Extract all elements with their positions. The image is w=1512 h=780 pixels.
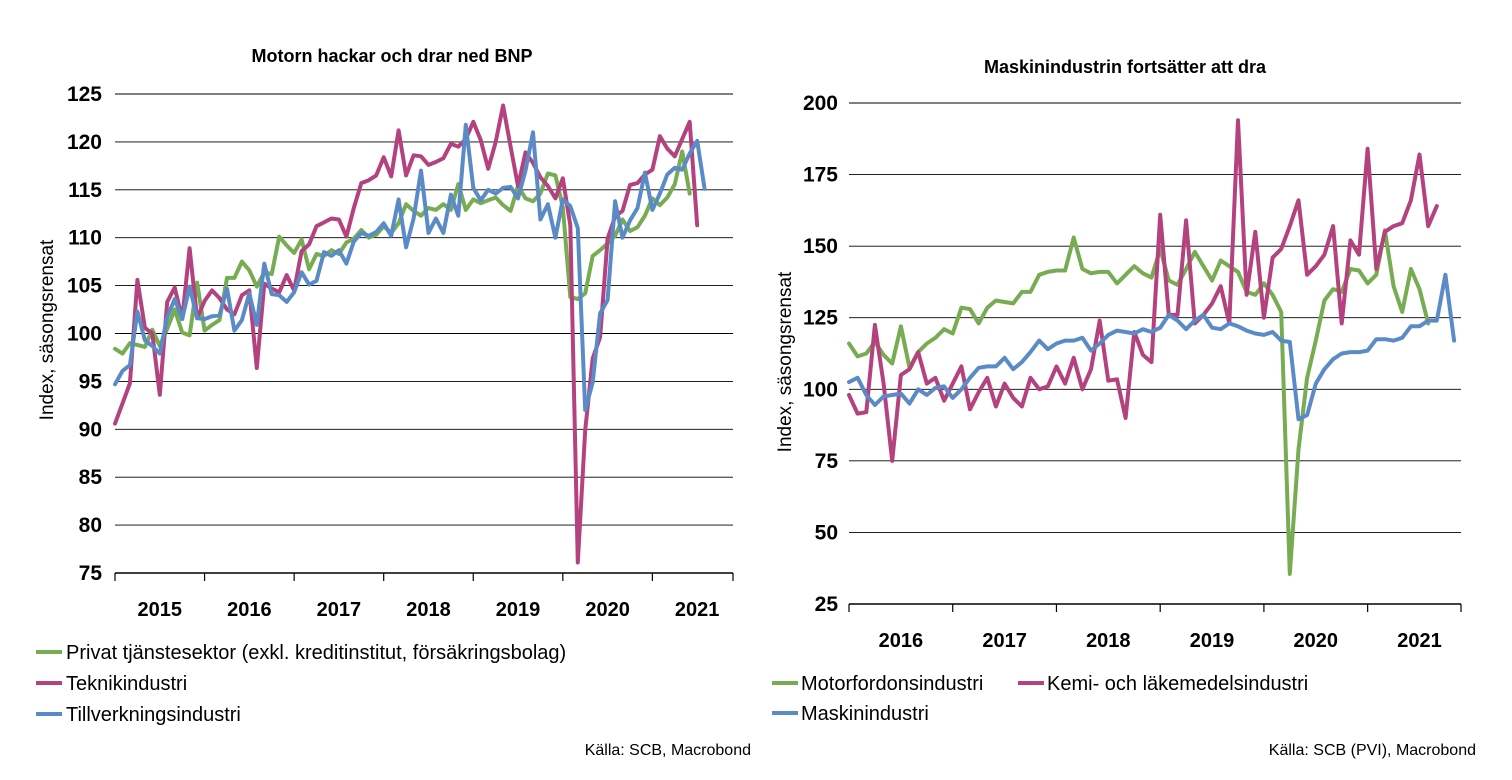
legend-label-maskinindustri: Maskinindustri bbox=[801, 703, 929, 725]
chart-right-source: Källa: SCB (PVI), Macrobond bbox=[1269, 742, 1476, 759]
y-tick-label: 75 bbox=[79, 562, 103, 585]
series-line-motorfordonsindustri bbox=[847, 228, 1431, 576]
x-tick-label: 2020 bbox=[585, 599, 630, 621]
y-tick-label: 80 bbox=[79, 514, 102, 537]
chart-right-y-axis-label: Index, säsongsrensat bbox=[775, 271, 796, 452]
legend-item-kemi-lakemedelsindustri: Kemi- och läkemedelsindustri bbox=[1018, 673, 1308, 695]
series-line-tillverkningsindustri bbox=[113, 122, 707, 413]
legend-item-privat-tjanstesektor: Privat tjänstesektor (exkl. kreditinstit… bbox=[36, 642, 566, 664]
y-tick-label: 115 bbox=[68, 179, 102, 202]
x-tick-label: 2015 bbox=[138, 599, 183, 621]
chart-left-series bbox=[113, 103, 707, 565]
chart-right-legend: Motorfordonsindustri Kemi- och läkemedel… bbox=[772, 673, 1308, 725]
chart-right-title: Maskinindustrin fortsätter att dra bbox=[984, 57, 1267, 77]
legend-label-motorfordonsindustri: Motorfordonsindustri bbox=[801, 673, 983, 695]
chart-right-y-ticks: 25 50 75 100 125 150 175 200 bbox=[803, 92, 838, 616]
legend-label-tillverkningsindustri: Tillverkningsindustri bbox=[66, 704, 241, 726]
legend-item-teknikindustri: Teknikindustri bbox=[36, 673, 187, 695]
chart-left-title: Motorn hackar och drar ned BNP bbox=[251, 46, 532, 66]
chart-left: Motorn hackar och drar ned BNP Index, sä… bbox=[36, 46, 751, 759]
y-tick-label: 200 bbox=[803, 92, 838, 115]
chart-left-y-axis-label: Index, säsongsrensat bbox=[37, 239, 58, 420]
legend-label-kemi-lakemedelsindustri: Kemi- och läkemedelsindustri bbox=[1047, 673, 1308, 695]
chart-left-x-ticks: 2015 2016 2017 2018 2019 2020 2021 bbox=[114, 573, 734, 621]
x-tick-label: 2016 bbox=[879, 630, 924, 652]
series-line-teknikindustri bbox=[113, 103, 700, 565]
x-tick-label: 2018 bbox=[406, 599, 451, 621]
x-tick-label: 2017 bbox=[982, 630, 1027, 652]
y-tick-label: 90 bbox=[79, 418, 102, 441]
legend-item-maskinindustri: Maskinindustri bbox=[772, 703, 929, 725]
y-tick-label: 75 bbox=[815, 450, 839, 473]
legend-label-privat-tjanstesektor: Privat tjänstesektor (exkl. kreditinstit… bbox=[66, 642, 566, 664]
legend-item-motorfordonsindustri: Motorfordonsindustri bbox=[772, 673, 983, 695]
x-tick-label: 2019 bbox=[496, 599, 541, 621]
x-tick-label: 2017 bbox=[317, 599, 362, 621]
x-tick-label: 2020 bbox=[1294, 630, 1339, 652]
y-tick-label: 85 bbox=[79, 466, 103, 489]
y-tick-label: 105 bbox=[67, 275, 102, 298]
chart-right: Maskinindustrin fortsätter att dra Index… bbox=[772, 57, 1476, 759]
y-tick-label: 100 bbox=[803, 378, 838, 401]
chart-right-x-ticks: 2016 2017 2018 2019 2020 2021 bbox=[848, 604, 1462, 652]
y-tick-label: 125 bbox=[67, 83, 102, 106]
x-tick-label: 2021 bbox=[675, 599, 720, 621]
y-tick-label: 125 bbox=[803, 307, 838, 330]
y-tick-label: 100 bbox=[67, 323, 102, 346]
y-tick-label: 110 bbox=[68, 227, 102, 250]
chart-left-y-ticks: 75 80 85 90 95 100 105 110 115 120 125 bbox=[67, 83, 102, 585]
y-tick-label: 50 bbox=[815, 521, 838, 544]
x-tick-label: 2019 bbox=[1190, 630, 1235, 652]
y-tick-label: 25 bbox=[815, 593, 839, 616]
x-tick-label: 2018 bbox=[1086, 630, 1131, 652]
legend-item-tillverkningsindustri: Tillverkningsindustri bbox=[36, 704, 241, 726]
y-tick-label: 120 bbox=[67, 131, 102, 154]
y-tick-label: 95 bbox=[79, 370, 103, 393]
chart-left-legend: Privat tjänstesektor (exkl. kreditinstit… bbox=[36, 642, 566, 726]
chart-right-series bbox=[847, 118, 1457, 576]
legend-label-teknikindustri: Teknikindustri bbox=[66, 673, 187, 695]
x-tick-label: 2016 bbox=[227, 599, 272, 621]
y-tick-label: 175 bbox=[803, 164, 838, 187]
series-line-kemi-och-lakemedelsindustri bbox=[847, 118, 1439, 463]
x-tick-label: 2021 bbox=[1397, 630, 1442, 652]
chart-left-source: Källa: SCB, Macrobond bbox=[585, 742, 751, 759]
series-line-maskinindustri bbox=[847, 272, 1457, 422]
series-line-privat-tjanstesektor-exkl-kreditinstitut bbox=[113, 149, 692, 356]
y-tick-label: 150 bbox=[803, 235, 838, 258]
chart-left-grid bbox=[115, 93, 733, 526]
